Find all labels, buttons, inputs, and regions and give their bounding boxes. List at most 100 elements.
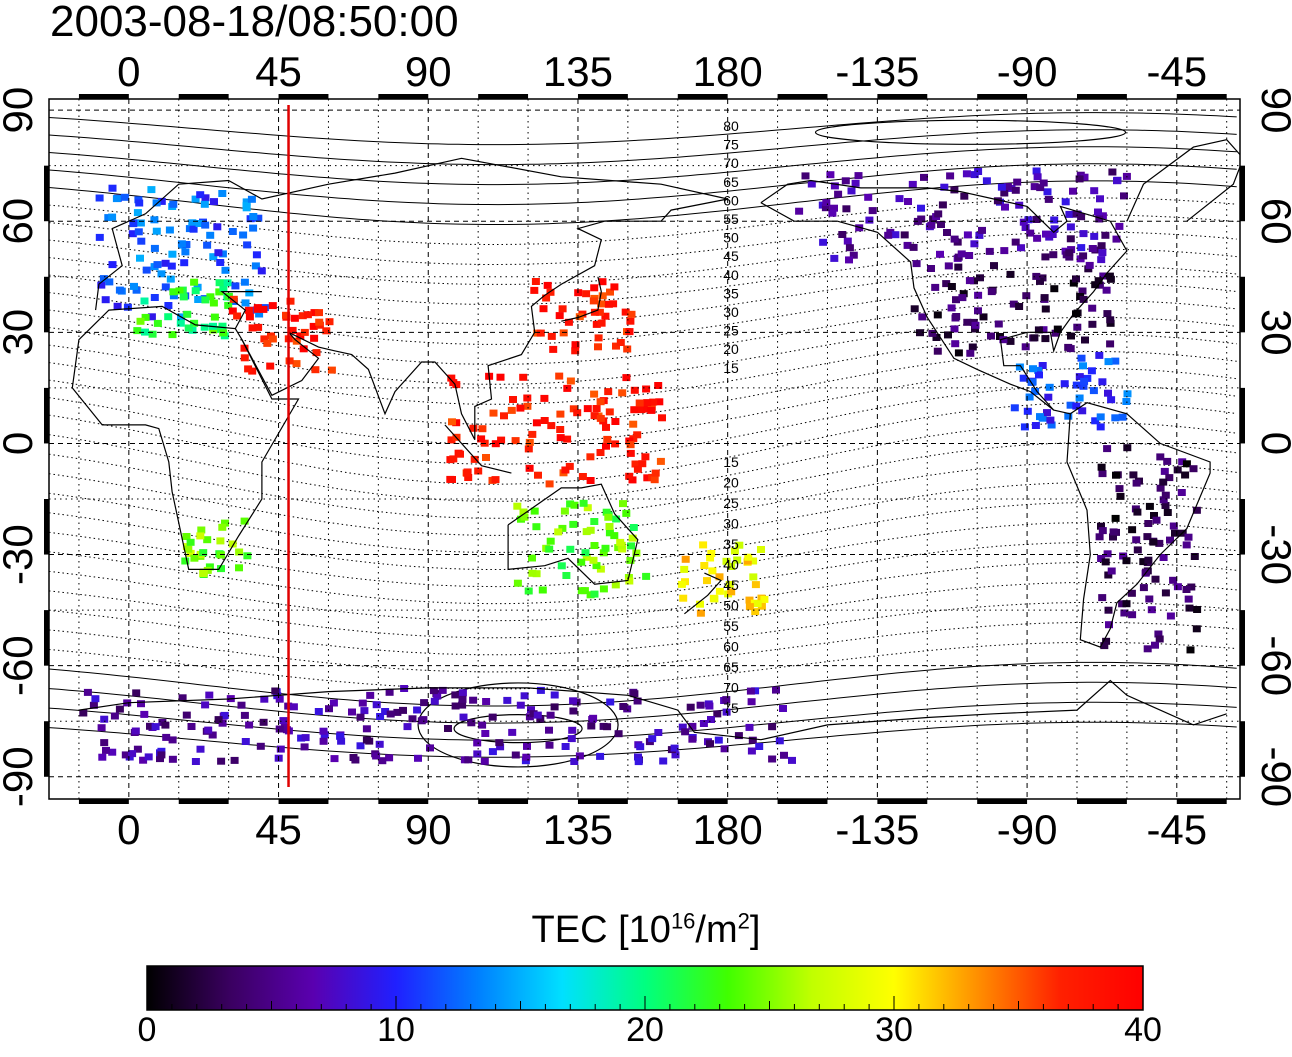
tec-cell <box>708 567 717 575</box>
tec-cell <box>594 343 602 351</box>
tec-cell <box>1186 646 1195 654</box>
frame-tick-left <box>44 387 49 444</box>
tec-cell <box>748 736 757 744</box>
tec-cell <box>97 281 106 289</box>
tec-cell <box>1105 621 1113 629</box>
tec-cell <box>1065 210 1074 218</box>
tec-cell <box>1182 460 1191 468</box>
tec-cell <box>943 229 951 236</box>
contour-line <box>49 214 1237 265</box>
tec-cell <box>1075 175 1084 183</box>
tec-cell <box>1050 285 1059 293</box>
contour-value-label: 55 <box>723 211 739 227</box>
tec-cell <box>622 509 631 517</box>
tec-cell <box>179 293 188 301</box>
tec-cell <box>386 710 395 718</box>
tec-cell <box>627 542 635 550</box>
tec-cell <box>1123 390 1132 398</box>
tec-cell <box>532 419 541 427</box>
contour-line <box>49 462 1237 536</box>
contour-line <box>49 146 1237 186</box>
tec-cell <box>1066 223 1075 231</box>
tec-cell <box>1030 183 1039 191</box>
contour-line <box>49 248 1237 305</box>
tec-cell <box>1100 642 1109 650</box>
tec-cell <box>1006 270 1015 278</box>
tec-cell <box>706 554 715 562</box>
tec-cell <box>586 453 595 461</box>
tec-cell <box>1096 413 1105 421</box>
tec-cell <box>1077 213 1086 221</box>
tec-cell <box>351 756 360 764</box>
tec-cell <box>1107 396 1116 404</box>
tec-cell <box>120 193 129 201</box>
tec-cell <box>525 464 534 472</box>
tec-cell <box>540 417 549 424</box>
tec-cell <box>1155 539 1164 547</box>
tec-cell <box>503 696 512 704</box>
tec-cell <box>206 231 215 239</box>
tec-cell <box>841 177 850 185</box>
tec-cell <box>601 312 610 320</box>
tec-cell <box>746 687 755 695</box>
tec-cell <box>525 438 534 446</box>
tec-cell <box>215 288 224 296</box>
tec-cell <box>156 755 164 763</box>
tec-cell <box>140 710 149 718</box>
tec-cell <box>1118 413 1127 421</box>
tec-cell <box>276 745 285 753</box>
tec-cell <box>495 739 504 747</box>
tec-cell <box>603 723 612 731</box>
contour-value-labels: 80 75 70 65 60 55 50 45 40 35 30 25 20 15 15 20 25 30 35 40… <box>723 118 739 716</box>
tec-cell <box>1099 272 1108 280</box>
tec-cell <box>500 412 508 420</box>
tec-cell <box>963 231 972 239</box>
tec-cell <box>1050 225 1059 233</box>
tec-cell <box>626 441 635 449</box>
tec-cell <box>954 349 963 357</box>
colorbar-tick-label: 30 <box>875 1011 913 1049</box>
tec-cell <box>147 186 156 194</box>
frame-tick-bottom <box>478 799 529 804</box>
tec-cell <box>1161 491 1170 499</box>
tec-cell <box>993 197 1002 205</box>
lat-tick-label-right: -90 <box>1253 746 1292 807</box>
axis-tick-labels: 0045459090135135180180-135-135-90-90-45-… <box>0 48 1292 853</box>
tec-cell <box>1034 366 1043 374</box>
tec-cell <box>356 713 365 721</box>
tec-cell <box>529 710 538 718</box>
contour-line <box>49 385 1237 465</box>
tec-cell <box>722 557 731 565</box>
tec-cell <box>358 699 367 707</box>
tec-cell <box>271 687 280 695</box>
tec-cell <box>648 735 657 743</box>
tec-cell <box>1091 417 1100 425</box>
lon-tick-label-bottom: 135 <box>543 806 613 853</box>
tec-cell <box>95 194 104 202</box>
frame-tick-bottom <box>378 799 429 804</box>
tec-cell <box>1039 179 1048 187</box>
tec-cell <box>1087 367 1096 375</box>
tec-cell <box>237 701 246 709</box>
tec-cell <box>1036 413 1044 421</box>
tec-cell <box>1184 533 1193 541</box>
tec-cell <box>1122 600 1131 608</box>
tec-cell <box>508 728 517 736</box>
tec-cell <box>516 701 525 709</box>
tec-cell <box>749 573 758 581</box>
tec-cell <box>187 723 196 730</box>
tec-cell <box>1011 186 1020 194</box>
contour-value-label: 20 <box>723 341 739 357</box>
tec-cell <box>678 723 687 731</box>
tec-cell <box>217 757 226 765</box>
tec-cell <box>519 508 528 516</box>
tec-cell <box>130 282 138 290</box>
tec-cell <box>464 474 473 481</box>
tec-cell <box>1098 470 1107 478</box>
tec-cell <box>633 465 642 473</box>
coastline <box>507 483 639 585</box>
tec-cell <box>596 414 605 422</box>
tec-cell <box>727 563 736 570</box>
tec-cell <box>1098 594 1107 602</box>
tec-cell <box>933 347 942 355</box>
